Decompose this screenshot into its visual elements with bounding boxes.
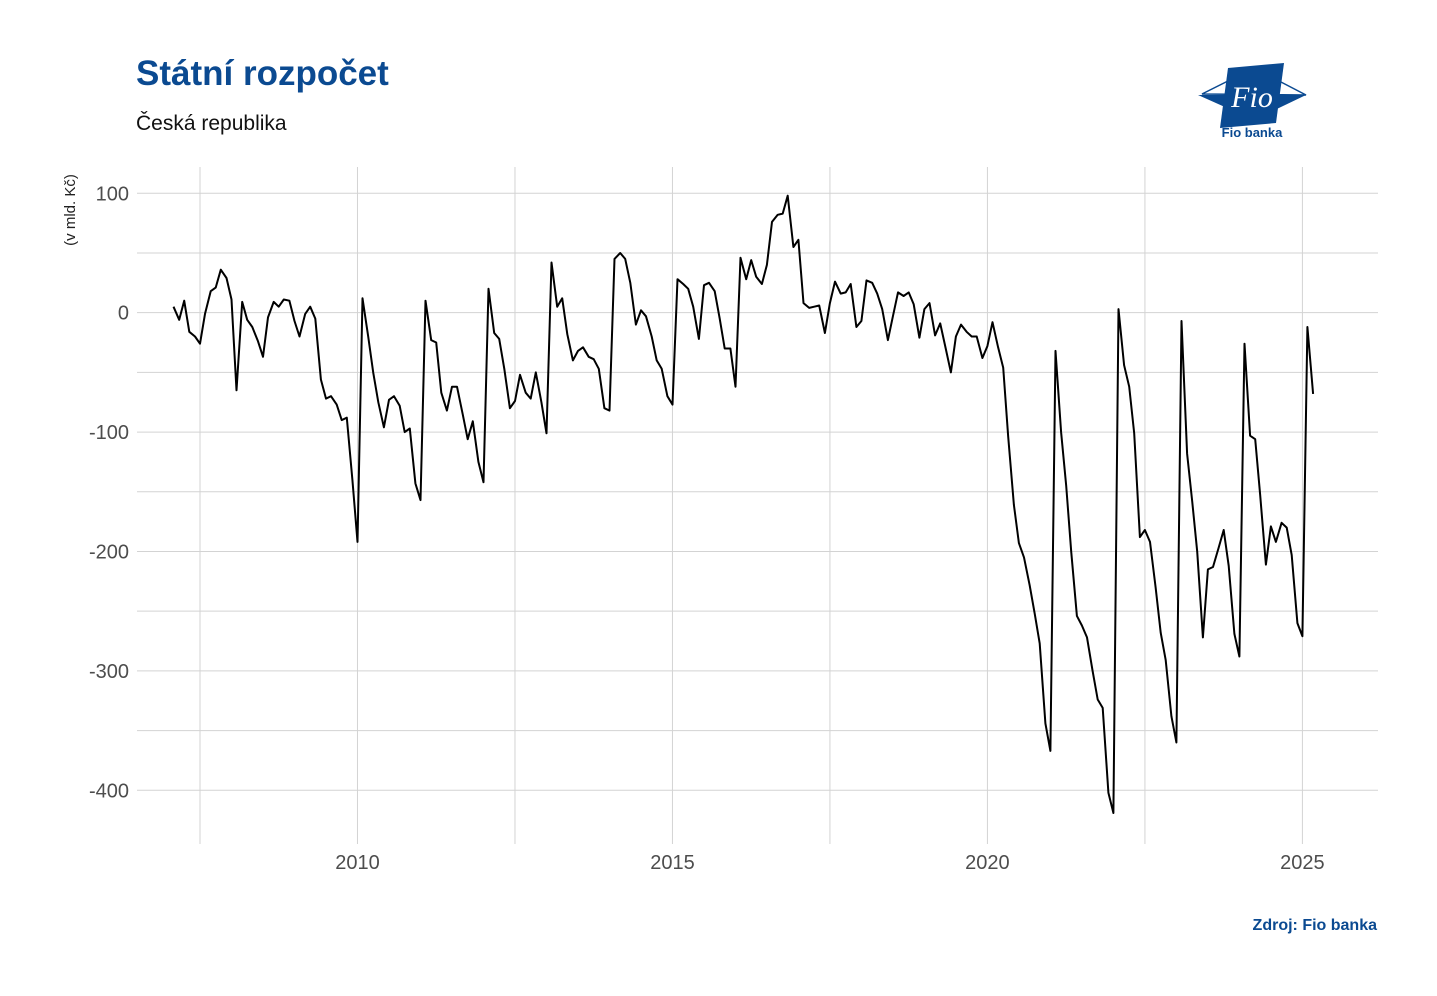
y-tick-label: -200 xyxy=(89,541,129,563)
source-note: Zdroj: Fio banka xyxy=(1252,917,1377,934)
minor-gridlines xyxy=(137,167,1378,844)
x-tick-label: 2010 xyxy=(335,852,380,874)
y-tick-label: 0 xyxy=(118,303,129,325)
chart-subtitle: Česká republika xyxy=(136,112,287,135)
y-tick-label: 100 xyxy=(96,183,129,205)
x-tick-label: 2020 xyxy=(965,852,1010,874)
series-line xyxy=(172,194,1315,814)
y-tick-label: -400 xyxy=(89,780,129,802)
y-tick-label: -100 xyxy=(89,422,129,444)
major-gridlines xyxy=(137,167,1378,844)
chart-title: Státní rozpočet xyxy=(136,54,389,93)
x-tick-label: 2015 xyxy=(650,852,695,874)
y-tick-label: -300 xyxy=(89,661,129,683)
x-tick-label: 2025 xyxy=(1280,852,1325,874)
logo-caption: Fio banka xyxy=(1221,125,1283,140)
y-axis-title: (v mld. Kč) xyxy=(62,174,79,246)
axis-tick-labels: 2010 2015 2020 2025 100 0 -100 -200 -300 -400 xyxy=(89,183,1325,874)
logo-mark-text: Fio xyxy=(1230,81,1273,114)
fio-banka-logo-icon: Fio xyxy=(1198,63,1307,128)
